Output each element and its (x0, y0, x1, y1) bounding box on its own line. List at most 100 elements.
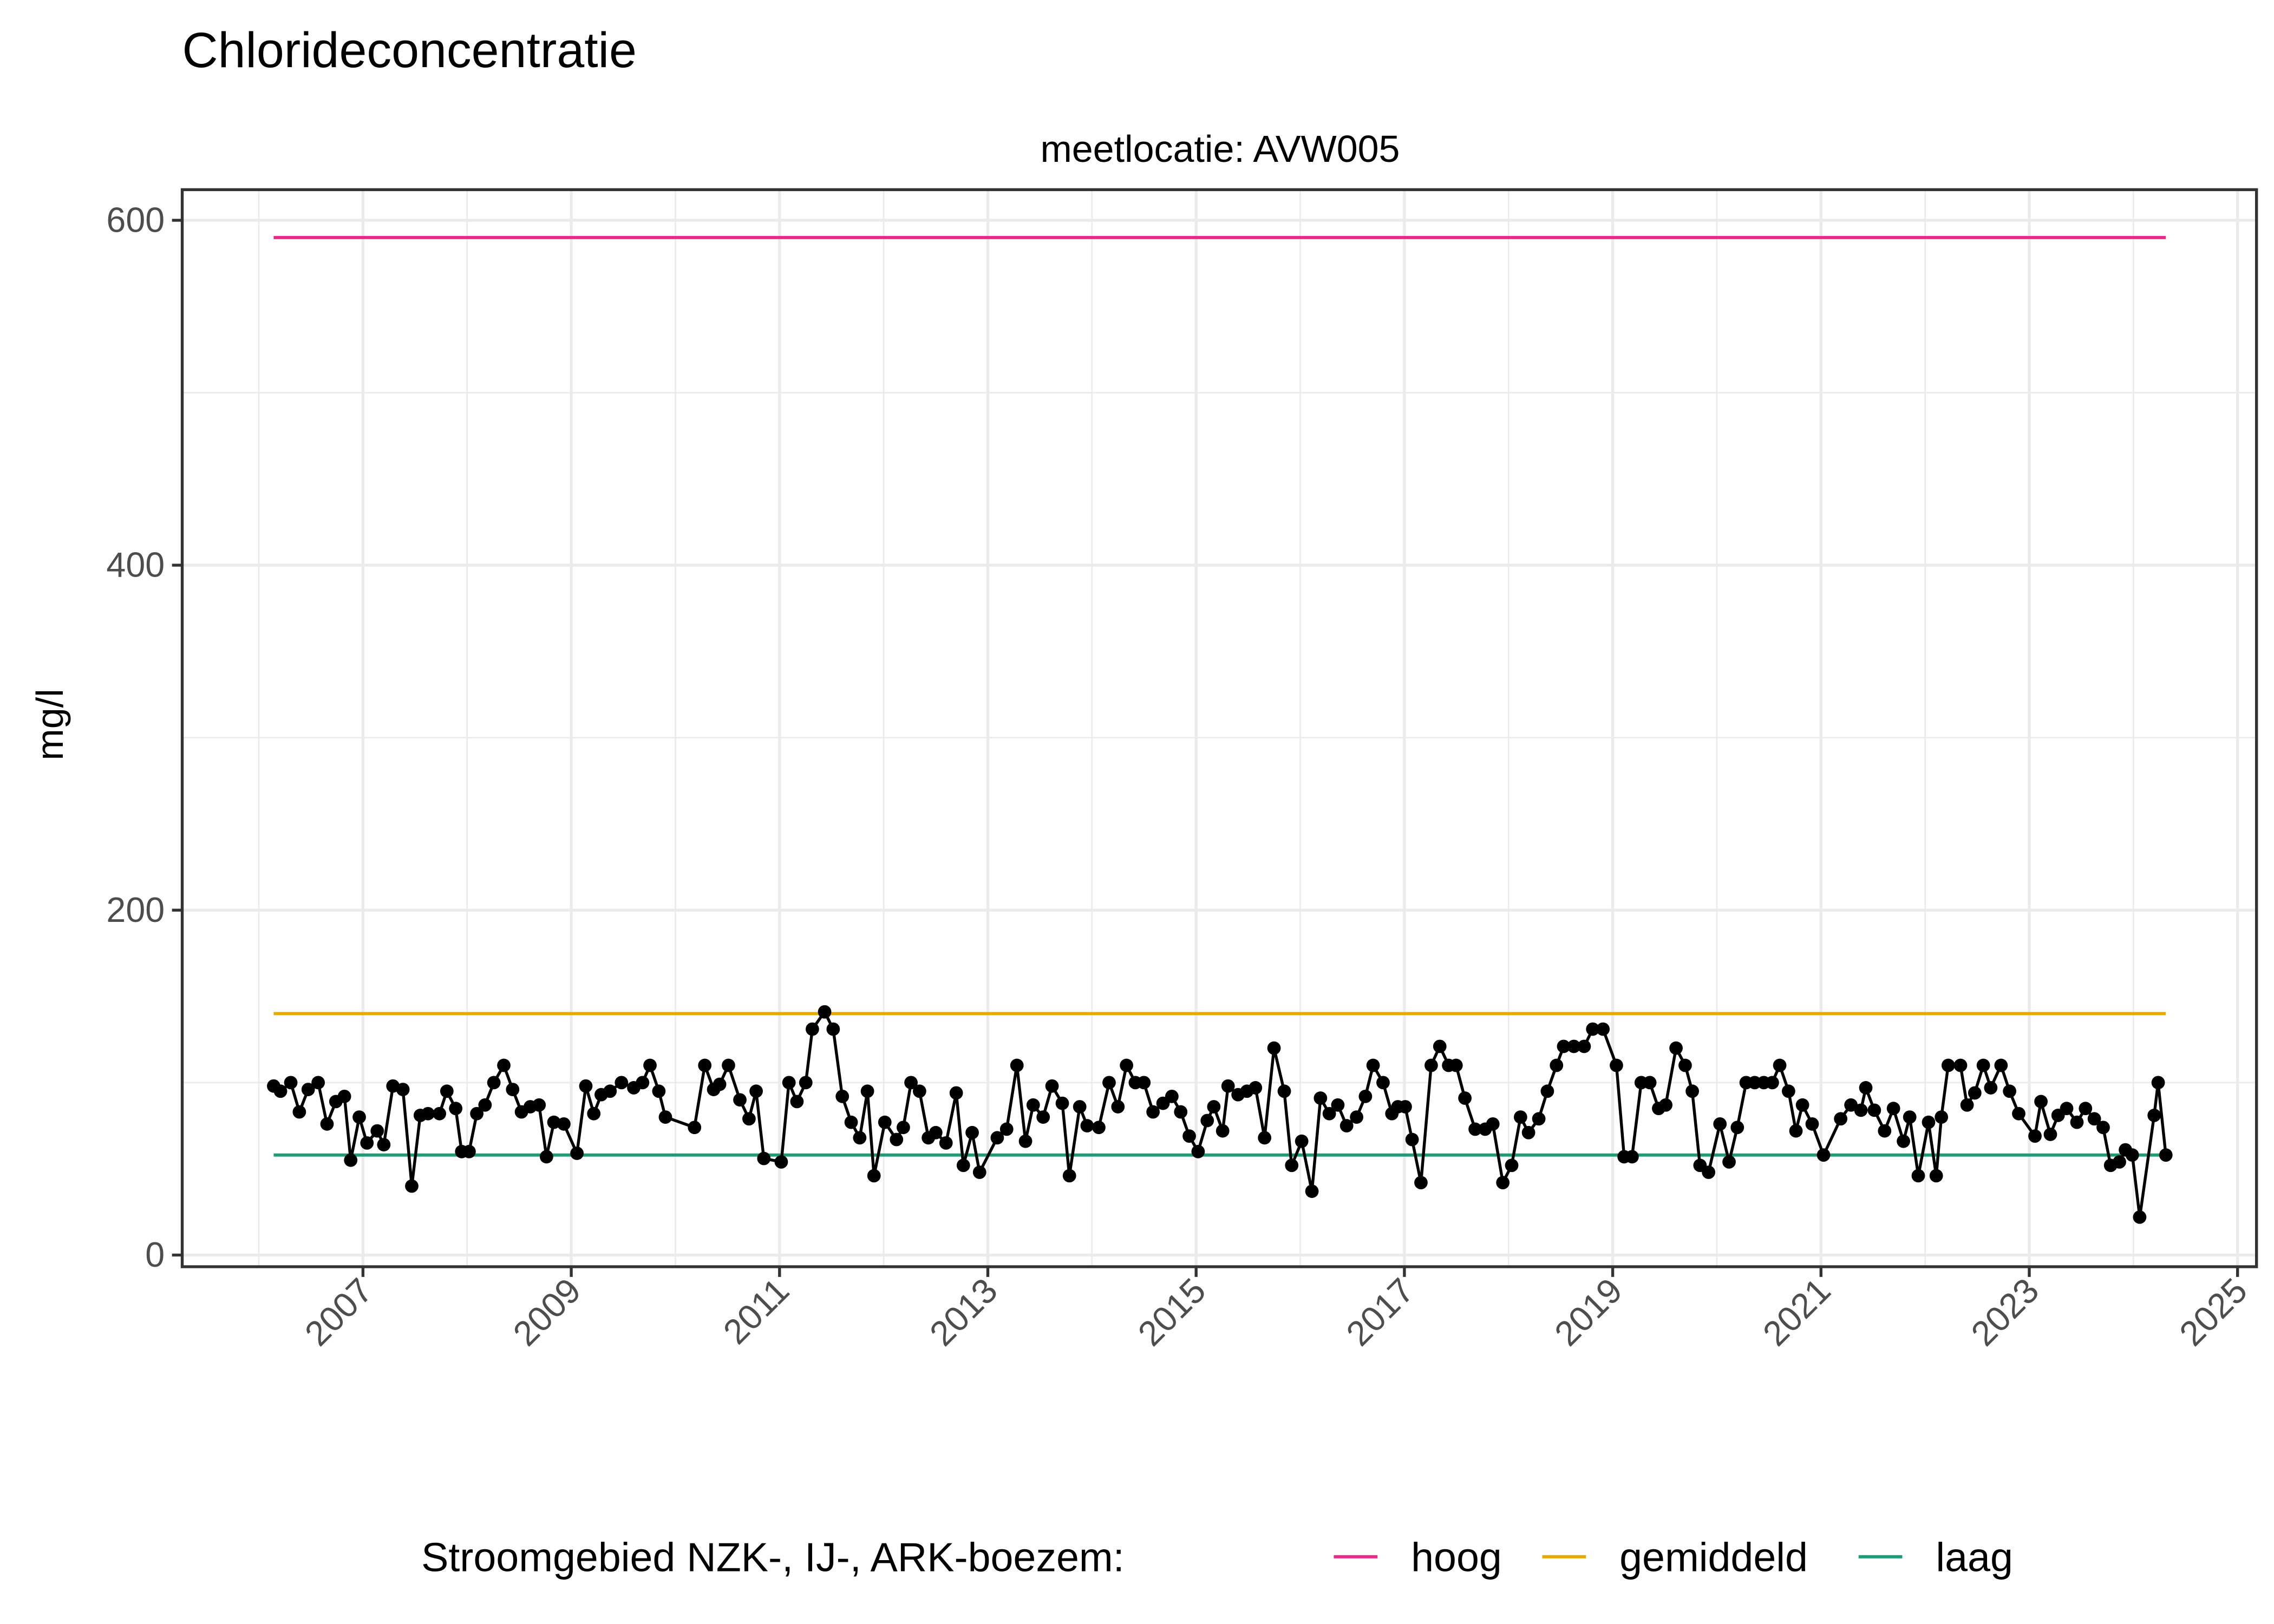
data-point (904, 1076, 918, 1090)
data-point (1540, 1084, 1554, 1098)
data-point (853, 1131, 867, 1145)
data-point (478, 1098, 492, 1112)
data-point (1625, 1150, 1639, 1164)
data-point (1174, 1105, 1188, 1119)
data-point (2043, 1128, 2057, 1141)
panel-border (180, 188, 2258, 1268)
data-point (1080, 1119, 1094, 1132)
data-point (405, 1179, 419, 1193)
reference-lines (273, 235, 2166, 1157)
data-point (1643, 1076, 1657, 1090)
data-point (1953, 1058, 1968, 1072)
data-point (790, 1095, 804, 1109)
data-point (497, 1058, 511, 1072)
data-point (1929, 1169, 1943, 1183)
data-point (1468, 1122, 1482, 1136)
data-point (2133, 1210, 2147, 1224)
data-point (733, 1093, 747, 1107)
data-point (2151, 1076, 2165, 1090)
data-point (949, 1086, 963, 1100)
data-point (292, 1105, 306, 1119)
facet-label: meetlocatie: AVW005 (1040, 128, 1400, 170)
data-point (2096, 1121, 2110, 1135)
data-point (433, 1106, 447, 1121)
data-point (1165, 1089, 1179, 1103)
data-point (652, 1084, 666, 1098)
data-point (2060, 1102, 2074, 1116)
data-point (722, 1058, 735, 1072)
data-point (1859, 1081, 1873, 1095)
data-point (1249, 1081, 1263, 1095)
data-point (470, 1106, 483, 1121)
data-point (1795, 1098, 1809, 1112)
data-point (1258, 1131, 1272, 1145)
x-axis: 2007 2009 2011 2013 2015 2017 2019 2021 2023 2025 (297, 1267, 2255, 1353)
data-point (897, 1121, 910, 1135)
legend-title: Stroomgebied NZK-, IJ-, ARK-boezem: (421, 1535, 1125, 1580)
data-point (301, 1083, 315, 1097)
data-point (462, 1144, 476, 1158)
data-point (698, 1058, 712, 1072)
data-point (1191, 1144, 1205, 1158)
data-point (377, 1138, 391, 1151)
data-point (1994, 1058, 2008, 1072)
data-point (1433, 1039, 1447, 1053)
data-point (1305, 1184, 1319, 1198)
legend: Stroomgebied NZK-, IJ-, ARK-boezem: hoog… (421, 1535, 2013, 1580)
data-point (1376, 1076, 1390, 1090)
data-point (1911, 1169, 1925, 1183)
data-point (2159, 1148, 2173, 1162)
data-point (1702, 1165, 1716, 1179)
data-point (1781, 1084, 1795, 1098)
data-point (774, 1155, 788, 1169)
data-point (867, 1169, 881, 1183)
data-point (818, 1005, 832, 1019)
x-tick-label: 2025 (2172, 1271, 2255, 1353)
data-point (1805, 1117, 1819, 1131)
data-point (1137, 1076, 1151, 1090)
data-point (1854, 1103, 1868, 1117)
x-tick-label: 2023 (1964, 1271, 2047, 1353)
data-point (1968, 1086, 1982, 1100)
data-point (2070, 1115, 2084, 1129)
data-point (1532, 1112, 1546, 1126)
data-point (337, 1089, 351, 1103)
data-point (1331, 1098, 1345, 1112)
data-point (1730, 1121, 1744, 1135)
series-line (272, 1009, 2167, 1217)
data-point (532, 1098, 546, 1112)
data-point (2147, 1109, 2161, 1122)
data-point (1026, 1098, 1040, 1112)
data-point (1405, 1132, 1419, 1147)
data-point (344, 1153, 358, 1167)
data-point (1295, 1134, 1309, 1148)
data-point (844, 1115, 858, 1129)
y-tick-label: 0 (145, 1235, 165, 1274)
data-point (1092, 1121, 1106, 1135)
y-axis: 0 200 400 600 (106, 200, 182, 1274)
data-point (1903, 1110, 1917, 1124)
data-point (939, 1136, 953, 1150)
data-point (352, 1110, 366, 1124)
grid (182, 189, 2257, 1267)
data-point (912, 1084, 926, 1098)
data-point (1844, 1098, 1858, 1112)
data-point (965, 1125, 979, 1140)
data-point (2028, 1129, 2042, 1143)
data-point (956, 1158, 970, 1173)
data-point (878, 1115, 892, 1129)
data-point (1414, 1176, 1428, 1190)
data-point (1722, 1155, 1736, 1169)
data-point (749, 1084, 763, 1098)
legend-item-gemiddeld: gemiddeld (1542, 1535, 1808, 1580)
data-point (1277, 1084, 1291, 1098)
y-axis-label: mg/l (29, 689, 71, 760)
data-point (1834, 1112, 1848, 1126)
data-point (1922, 1115, 1936, 1129)
data-point (547, 1115, 561, 1129)
data-point (603, 1084, 617, 1098)
chart-title: Chlorideconcentratie (182, 23, 637, 78)
data-point (999, 1122, 1014, 1136)
data-point (806, 1022, 819, 1036)
